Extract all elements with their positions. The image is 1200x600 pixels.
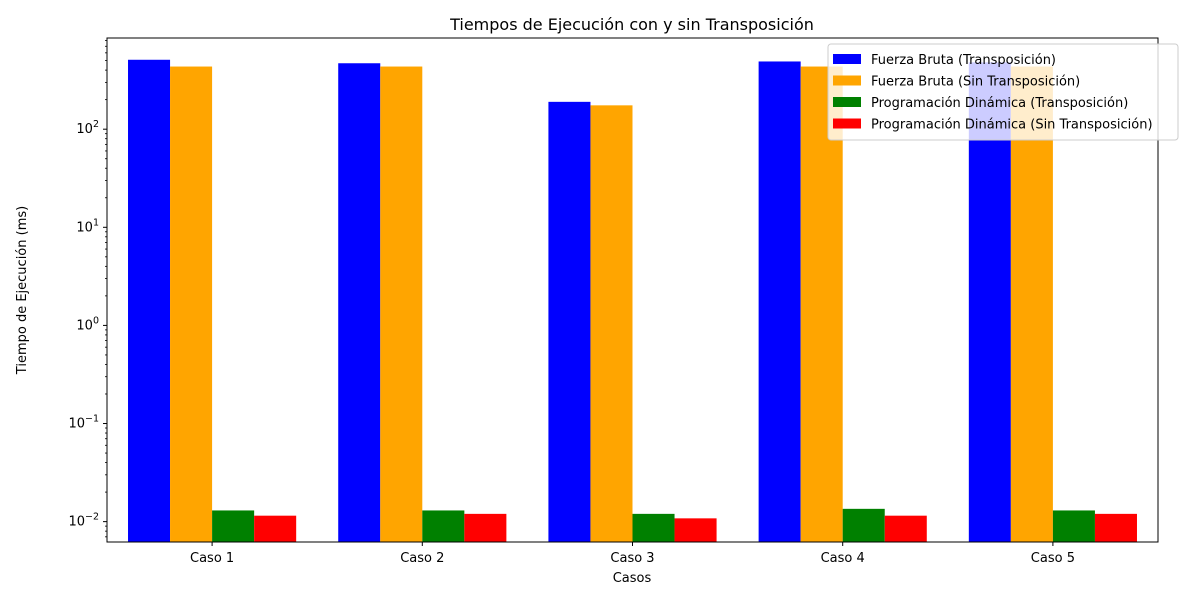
legend-swatch bbox=[833, 118, 861, 129]
bar-4-4 bbox=[884, 515, 927, 542]
x-tick-label: Caso 5 bbox=[1031, 551, 1075, 566]
bar-1-5 bbox=[968, 62, 1011, 542]
bar-4-3 bbox=[674, 518, 717, 542]
bar-3-1 bbox=[212, 510, 255, 542]
x-axis-label: Casos bbox=[613, 571, 652, 586]
legend-label: Programación Dinámica (Transposición) bbox=[871, 96, 1128, 111]
legend-label: Fuerza Bruta (Sin Transposición) bbox=[871, 75, 1080, 90]
bar-4-1 bbox=[254, 515, 297, 542]
y-tick-label: 102 bbox=[76, 119, 99, 137]
x-tick-label: Caso 1 bbox=[190, 551, 234, 566]
bar-1-3 bbox=[548, 101, 591, 542]
bar-1-1 bbox=[128, 59, 171, 543]
legend-label: Fuerza Bruta (Transposición) bbox=[871, 53, 1056, 68]
y-tick-label: 10−1 bbox=[68, 414, 99, 432]
legend-swatch bbox=[833, 54, 861, 64]
x-tick-label: Caso 2 bbox=[400, 551, 444, 566]
y-axis: 10−2 10−1 100 101 102 bbox=[68, 40, 107, 538]
bar-4-2 bbox=[464, 513, 507, 542]
bar-2-4 bbox=[800, 66, 843, 542]
chart-title: Tiempos de Ejecución con y sin Transposi… bbox=[449, 15, 814, 34]
bar-4-5 bbox=[1094, 513, 1137, 542]
y-axis-label: Tiempo de Ejecución (ms) bbox=[15, 206, 30, 375]
y-tick-label: 10−2 bbox=[68, 512, 99, 530]
legend-label: Programación Dinámica (Sin Transposición… bbox=[871, 118, 1153, 133]
bars-layer bbox=[128, 59, 1137, 543]
legend-swatch bbox=[833, 75, 861, 86]
bar-2-1 bbox=[170, 66, 213, 542]
bar-3-2 bbox=[422, 510, 465, 542]
bar-2-5 bbox=[1010, 66, 1053, 542]
bar-3-3 bbox=[632, 513, 675, 542]
bar-3-5 bbox=[1052, 510, 1095, 542]
bar-1-2 bbox=[338, 63, 381, 542]
legend-box bbox=[827, 43, 1179, 141]
bar-2-3 bbox=[590, 105, 633, 542]
legend: Fuerza Bruta (Transposición) Fuerza Bruta… bbox=[827, 43, 1179, 141]
x-tick-label: Caso 4 bbox=[821, 551, 865, 566]
legend-swatch bbox=[833, 97, 861, 107]
bar-1-4 bbox=[758, 61, 801, 542]
x-axis: Caso 1 Caso 2 Caso 3 Caso 4 Caso 5 bbox=[190, 542, 1075, 566]
y-tick-label: 101 bbox=[76, 217, 99, 235]
x-tick-label: Caso 3 bbox=[610, 551, 654, 566]
y-tick-label: 100 bbox=[76, 315, 99, 333]
bar-3-4 bbox=[842, 508, 885, 542]
bar-2-2 bbox=[380, 66, 423, 542]
